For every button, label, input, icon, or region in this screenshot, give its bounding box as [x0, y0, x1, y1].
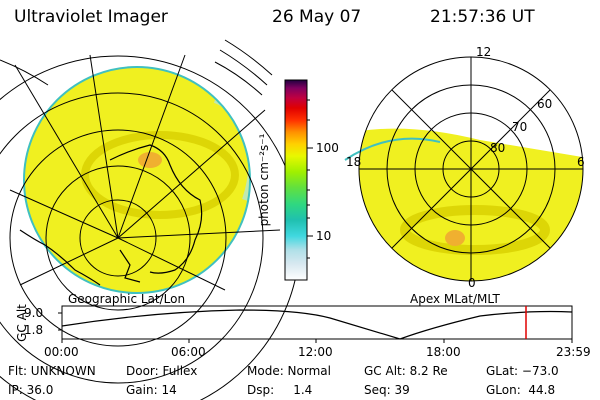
info-door: Door: Fullex: [126, 364, 198, 378]
time-tick-0000: 00:00: [44, 345, 79, 359]
mlt-label-6: 6: [577, 155, 585, 169]
colorbar: [284, 79, 308, 281]
geographic-panel-label: Geographic Lat/Lon: [68, 292, 186, 306]
info-mode: Mode: Normal: [247, 364, 331, 378]
info-seq: Seq: 39: [364, 383, 410, 397]
info-glon: GLon: 44.8: [486, 383, 556, 397]
time-tick-1200: 12:00: [298, 345, 333, 359]
colorbar-tick-10: 10: [316, 229, 332, 243]
info-ip: IP: 36.0: [8, 383, 54, 397]
image-date: 26 May 07: [272, 7, 362, 27]
magnetic-panel-label: Apex MLat/MLT: [410, 292, 500, 306]
magnetic-polar-image: [344, 56, 584, 282]
alt-tick-1-8: 1.8: [24, 323, 44, 337]
info-gain: Gain: 14: [126, 383, 177, 397]
instrument-title: Ultraviolet Imager: [14, 7, 168, 27]
mlt-label-12: 12: [476, 45, 492, 59]
mlat-label-60: 60: [537, 97, 553, 111]
time-tick-0600: 06:00: [171, 345, 206, 359]
colorbar-unit-label: photon cm⁻²s⁻¹: [257, 133, 271, 227]
mlat-label-80: 80: [490, 141, 506, 155]
mlt-label-0: 0: [468, 276, 476, 290]
time-tick-1800: 18:00: [426, 345, 461, 359]
time-tick-2359: 23:59: [556, 345, 591, 359]
image-time: 21:57:36 UT: [430, 7, 535, 27]
alt-tick-9: 9.0: [24, 306, 44, 320]
mlt-label-18: 18: [346, 155, 362, 169]
altitude-strip: [58, 305, 573, 343]
info-dsp: Dsp: 1.4: [247, 383, 313, 397]
mlat-label-70: 70: [512, 120, 528, 134]
info-glat: GLat: −73.0: [486, 364, 559, 378]
colorbar-ticks: [307, 99, 313, 259]
info-gcalt: GC Alt: 8.2 Re: [364, 364, 448, 378]
colorbar-tick-100: 100: [316, 141, 339, 155]
info-flt: Flt: UNKNOWN: [8, 364, 96, 378]
